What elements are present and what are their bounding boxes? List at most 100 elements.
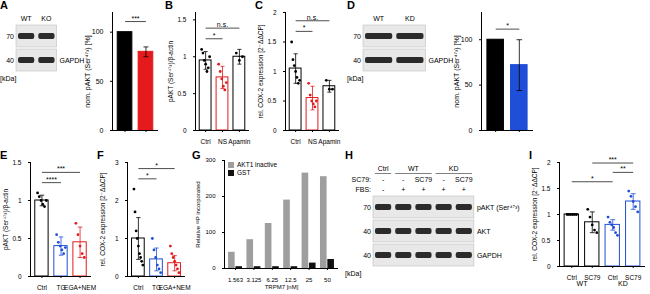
svg-text:1.5: 1.5 xyxy=(541,185,550,192)
svg-text:[kDa]: [kDa] xyxy=(345,270,361,278)
svg-text:1.5: 1.5 xyxy=(267,38,276,45)
svg-text:50: 50 xyxy=(324,277,331,283)
svg-text:FBS:: FBS: xyxy=(355,186,371,193)
svg-text:nom. pAKT (Ser⁴⁷³) [%]: nom. pAKT (Ser⁴⁷³) [%] xyxy=(453,35,461,107)
svg-text:0: 0 xyxy=(273,127,277,134)
svg-text:TRPM7 [nM]: TRPM7 [nM] xyxy=(265,284,299,290)
svg-text:pAKT (Ser⁴⁷³)/β-actin: pAKT (Ser⁴⁷³)/β-actin xyxy=(2,189,10,251)
svg-text:nom. pAKT (Ser⁴⁷³) [%]: nom. pAKT (Ser⁴⁷³) [%] xyxy=(84,35,92,107)
svg-text:100: 100 xyxy=(461,36,473,43)
svg-text:40: 40 xyxy=(363,228,371,235)
svg-text:1: 1 xyxy=(18,197,22,204)
svg-text:+: + xyxy=(401,186,405,193)
svg-text:SC79: SC79 xyxy=(455,176,473,183)
svg-text:40: 40 xyxy=(353,57,361,64)
svg-text:*: * xyxy=(213,32,216,39)
svg-text:KD: KD xyxy=(449,165,459,172)
svg-text:0.5: 0.5 xyxy=(541,237,550,244)
svg-text:*: * xyxy=(155,162,158,169)
svg-text:EGA+NEM: EGA+NEM xyxy=(64,284,96,291)
svg-text:100: 100 xyxy=(92,28,104,35)
svg-text:[kDa]: [kDa] xyxy=(347,75,363,83)
svg-text:+: + xyxy=(462,186,466,193)
svg-text:0: 0 xyxy=(469,127,473,134)
svg-text:3: 3 xyxy=(115,159,119,166)
svg-text:***: *** xyxy=(609,156,617,163)
svg-text:[kDa]: [kDa] xyxy=(0,75,16,83)
svg-text:WT: WT xyxy=(408,165,420,172)
svg-text:0: 0 xyxy=(100,127,104,134)
svg-text:KO: KO xyxy=(41,15,52,22)
svg-text:GAPDH: GAPDH xyxy=(429,57,454,64)
svg-text:Ctrl: Ctrl xyxy=(378,165,389,172)
svg-text:SC79: SC79 xyxy=(415,176,433,183)
svg-text:300: 300 xyxy=(205,157,216,163)
svg-text:40: 40 xyxy=(363,252,371,259)
svg-text:pAKT (Ser⁴⁷³)/β-actin: pAKT (Ser⁴⁷³)/β-actin xyxy=(167,41,175,103)
svg-text:Apamin: Apamin xyxy=(318,138,340,146)
svg-text:+: + xyxy=(442,186,446,193)
svg-text:1.563: 1.563 xyxy=(228,277,244,283)
svg-text:70: 70 xyxy=(353,33,361,40)
svg-text:SC79:: SC79: xyxy=(352,176,372,183)
svg-text:0: 0 xyxy=(547,263,551,270)
svg-text:50: 50 xyxy=(96,78,104,85)
svg-text:GAPDH: GAPDH xyxy=(477,252,502,259)
svg-text:12.5: 12.5 xyxy=(285,277,297,283)
svg-text:Ctrl: Ctrl xyxy=(37,284,48,291)
svg-text:***: *** xyxy=(131,15,139,22)
svg-text:1: 1 xyxy=(115,235,119,242)
svg-text:-: - xyxy=(442,176,445,183)
svg-text:50: 50 xyxy=(465,81,473,88)
svg-text:70: 70 xyxy=(6,33,14,40)
svg-text:rel. COX-2 expression [2⁻ΔΔCP]: rel. COX-2 expression [2⁻ΔΔCP] xyxy=(99,172,107,266)
svg-text:rel. COX-2 expression [2⁻ΔΔCP]: rel. COX-2 expression [2⁻ΔΔCP] xyxy=(257,24,265,118)
svg-text:WT: WT xyxy=(21,15,33,22)
svg-text:0.5: 0.5 xyxy=(267,97,276,104)
svg-text:40: 40 xyxy=(6,57,14,64)
svg-text:NS: NS xyxy=(308,138,318,145)
svg-text:2: 2 xyxy=(273,9,277,16)
svg-text:200: 200 xyxy=(205,193,216,199)
svg-text:100: 100 xyxy=(205,229,216,235)
svg-text:*: * xyxy=(506,22,509,29)
svg-text:0.5: 0.5 xyxy=(12,235,21,242)
svg-text:NS: NS xyxy=(218,138,228,145)
svg-text:KD: KD xyxy=(618,280,628,287)
svg-text:1: 1 xyxy=(273,68,277,75)
svg-text:+: + xyxy=(421,186,425,193)
svg-text:*: * xyxy=(591,175,594,182)
svg-text:2: 2 xyxy=(115,197,119,204)
svg-text:GAPDH: GAPDH xyxy=(60,57,85,64)
svg-text:-: - xyxy=(382,176,385,183)
svg-text:6.25: 6.25 xyxy=(266,277,278,283)
svg-text:25: 25 xyxy=(306,277,313,283)
svg-text:1: 1 xyxy=(547,211,551,218)
svg-text:1: 1 xyxy=(183,53,187,60)
svg-text:Ctrl: Ctrl xyxy=(201,138,212,145)
svg-text:*: * xyxy=(303,24,306,31)
svg-text:n.s.: n.s. xyxy=(217,21,228,28)
svg-text:Ctrl: Ctrl xyxy=(291,138,302,145)
svg-text:AKT: AKT xyxy=(477,228,491,235)
svg-text:3.125: 3.125 xyxy=(246,277,262,283)
svg-text:*: * xyxy=(146,172,149,179)
svg-text:pAKT (Ser⁴⁷³): pAKT (Ser⁴⁷³) xyxy=(477,204,520,212)
svg-text:WT: WT xyxy=(577,280,589,287)
svg-text:***: *** xyxy=(57,165,65,172)
svg-text:0: 0 xyxy=(212,265,216,271)
svg-text:0: 0 xyxy=(115,273,119,280)
svg-text:****: **** xyxy=(46,176,57,183)
svg-text:EGA+NEM: EGA+NEM xyxy=(159,284,191,291)
svg-text:WT: WT xyxy=(373,15,385,22)
svg-text:**: ** xyxy=(620,165,626,172)
svg-text:n.s.: n.s. xyxy=(307,14,318,21)
svg-text:Ctrl: Ctrl xyxy=(608,274,619,281)
svg-text:-: - xyxy=(402,176,405,183)
svg-text:Apamin: Apamin xyxy=(228,138,250,146)
svg-text:Relative ³³P incorporated: Relative ³³P incorporated xyxy=(195,181,201,247)
svg-text:2: 2 xyxy=(547,159,551,166)
svg-text:rel. COX-2 expression [2⁻ΔΔCP]: rel. COX-2 expression [2⁻ΔΔCP] xyxy=(531,167,539,261)
svg-text:0.5: 0.5 xyxy=(177,90,186,97)
svg-text:1.5: 1.5 xyxy=(12,159,21,166)
